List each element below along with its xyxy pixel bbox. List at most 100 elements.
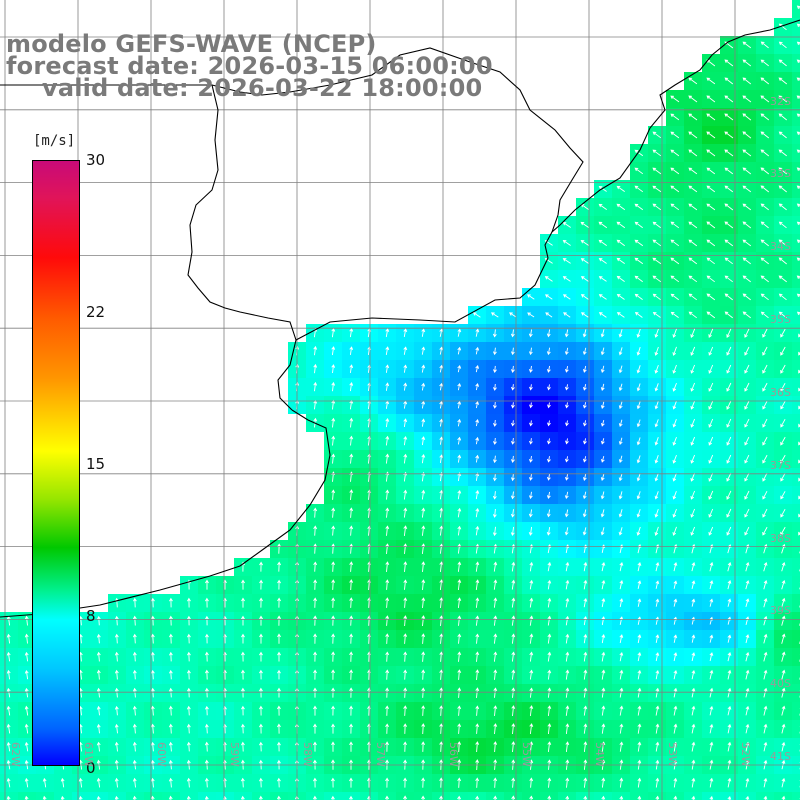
wind-arrow xyxy=(529,651,534,662)
wind-arrow xyxy=(421,561,426,572)
wind-arrow xyxy=(637,795,642,800)
lon-label: 62W xyxy=(9,742,22,767)
wind-arrow xyxy=(349,328,354,338)
wind-arrow xyxy=(688,203,698,211)
wind-arrow xyxy=(763,597,768,608)
wind-arrow xyxy=(780,454,786,464)
wind-arrow xyxy=(618,329,623,338)
wind-arrow xyxy=(637,652,642,662)
wind-arrow xyxy=(241,723,245,734)
wind-arrow xyxy=(708,508,714,518)
wind-arrow xyxy=(781,723,786,734)
wind-arrow xyxy=(24,669,29,680)
wind-arrow xyxy=(313,561,318,572)
wind-arrow xyxy=(727,561,732,572)
speed-cell xyxy=(792,648,800,666)
wind-arrow xyxy=(492,383,497,391)
wind-arrow xyxy=(475,490,480,500)
wind-arrow xyxy=(655,580,660,589)
wind-arrow xyxy=(277,705,281,716)
wind-arrow xyxy=(780,382,786,392)
wind-arrow xyxy=(762,364,768,374)
wind-arrow xyxy=(670,167,680,175)
wind-arrow xyxy=(688,95,698,103)
wind-arrow xyxy=(672,454,677,464)
wind-arrow xyxy=(385,597,390,608)
wind-arrow xyxy=(510,491,515,500)
wind-arrow xyxy=(439,579,444,590)
wind-arrow xyxy=(601,777,606,788)
wind-arrow xyxy=(796,5,800,10)
lon-label: 59W xyxy=(228,742,241,767)
wind-arrow xyxy=(762,490,768,500)
wind-arrow xyxy=(529,669,534,680)
wind-arrow xyxy=(673,777,678,788)
wind-arrow xyxy=(796,203,800,208)
wind-arrow xyxy=(169,597,173,608)
wind-arrow xyxy=(636,455,641,464)
wind-arrow xyxy=(670,257,680,265)
wind-arrow xyxy=(259,687,263,698)
wind-arrow xyxy=(492,347,497,356)
wind-arrow xyxy=(547,723,552,735)
wind-arrow xyxy=(582,473,587,481)
lon-label: 55W xyxy=(520,742,533,767)
wind-arrow xyxy=(331,615,335,626)
wind-arrow xyxy=(421,741,426,752)
wind-arrow xyxy=(546,456,551,463)
speed-cell xyxy=(18,792,36,800)
wind-arrow xyxy=(690,490,696,500)
wind-arrow xyxy=(708,526,714,536)
wind-arrow xyxy=(654,419,659,428)
wind-arrow xyxy=(313,525,318,536)
wind-arrow xyxy=(96,723,101,734)
wind-arrow xyxy=(616,203,626,211)
wind-arrow xyxy=(421,597,426,608)
wind-arrow xyxy=(475,669,480,680)
wind-arrow xyxy=(403,777,407,788)
speed-cell xyxy=(792,324,800,342)
wind-arrow xyxy=(760,41,769,49)
wind-arrow xyxy=(688,113,698,121)
wind-arrow xyxy=(600,455,605,463)
wind-arrow xyxy=(691,741,696,752)
wind-arrow xyxy=(688,167,698,175)
wind-arrow xyxy=(385,543,390,554)
wind-arrow xyxy=(186,795,191,800)
wind-arrow xyxy=(673,741,678,752)
wind-arrow xyxy=(528,347,533,356)
wind-arrow xyxy=(583,597,588,608)
wind-arrow xyxy=(727,723,732,734)
wind-arrow xyxy=(636,401,641,410)
wind-arrow xyxy=(745,651,750,662)
wind-arrow xyxy=(600,329,605,338)
wind-arrow xyxy=(475,597,480,608)
wind-arrow xyxy=(762,508,768,518)
wind-arrow xyxy=(690,472,696,482)
wind-arrow xyxy=(528,509,533,518)
wind-arrow xyxy=(742,41,752,49)
speed-cell xyxy=(792,396,800,414)
wind-arrow xyxy=(619,723,624,734)
wind-arrow xyxy=(726,490,732,500)
wind-arrow xyxy=(600,401,605,409)
speed-cell xyxy=(684,792,702,800)
speed-cell xyxy=(792,180,800,198)
wind-arrow xyxy=(709,669,714,680)
wind-arrow xyxy=(132,777,137,788)
wind-arrow xyxy=(670,149,680,157)
wind-arrow xyxy=(150,705,155,716)
wind-arrow xyxy=(616,185,625,192)
wind-arrow xyxy=(654,383,659,392)
wind-arrow xyxy=(652,149,662,157)
wind-arrow xyxy=(493,723,498,735)
wind-arrow xyxy=(421,489,426,500)
wind-arrow xyxy=(760,203,769,211)
wind-arrow xyxy=(742,95,752,103)
wind-arrow xyxy=(709,687,714,698)
wind-arrow xyxy=(547,579,552,590)
wind-arrow xyxy=(331,687,335,698)
wind-arrow xyxy=(745,705,750,716)
wind-arrow xyxy=(691,580,696,590)
